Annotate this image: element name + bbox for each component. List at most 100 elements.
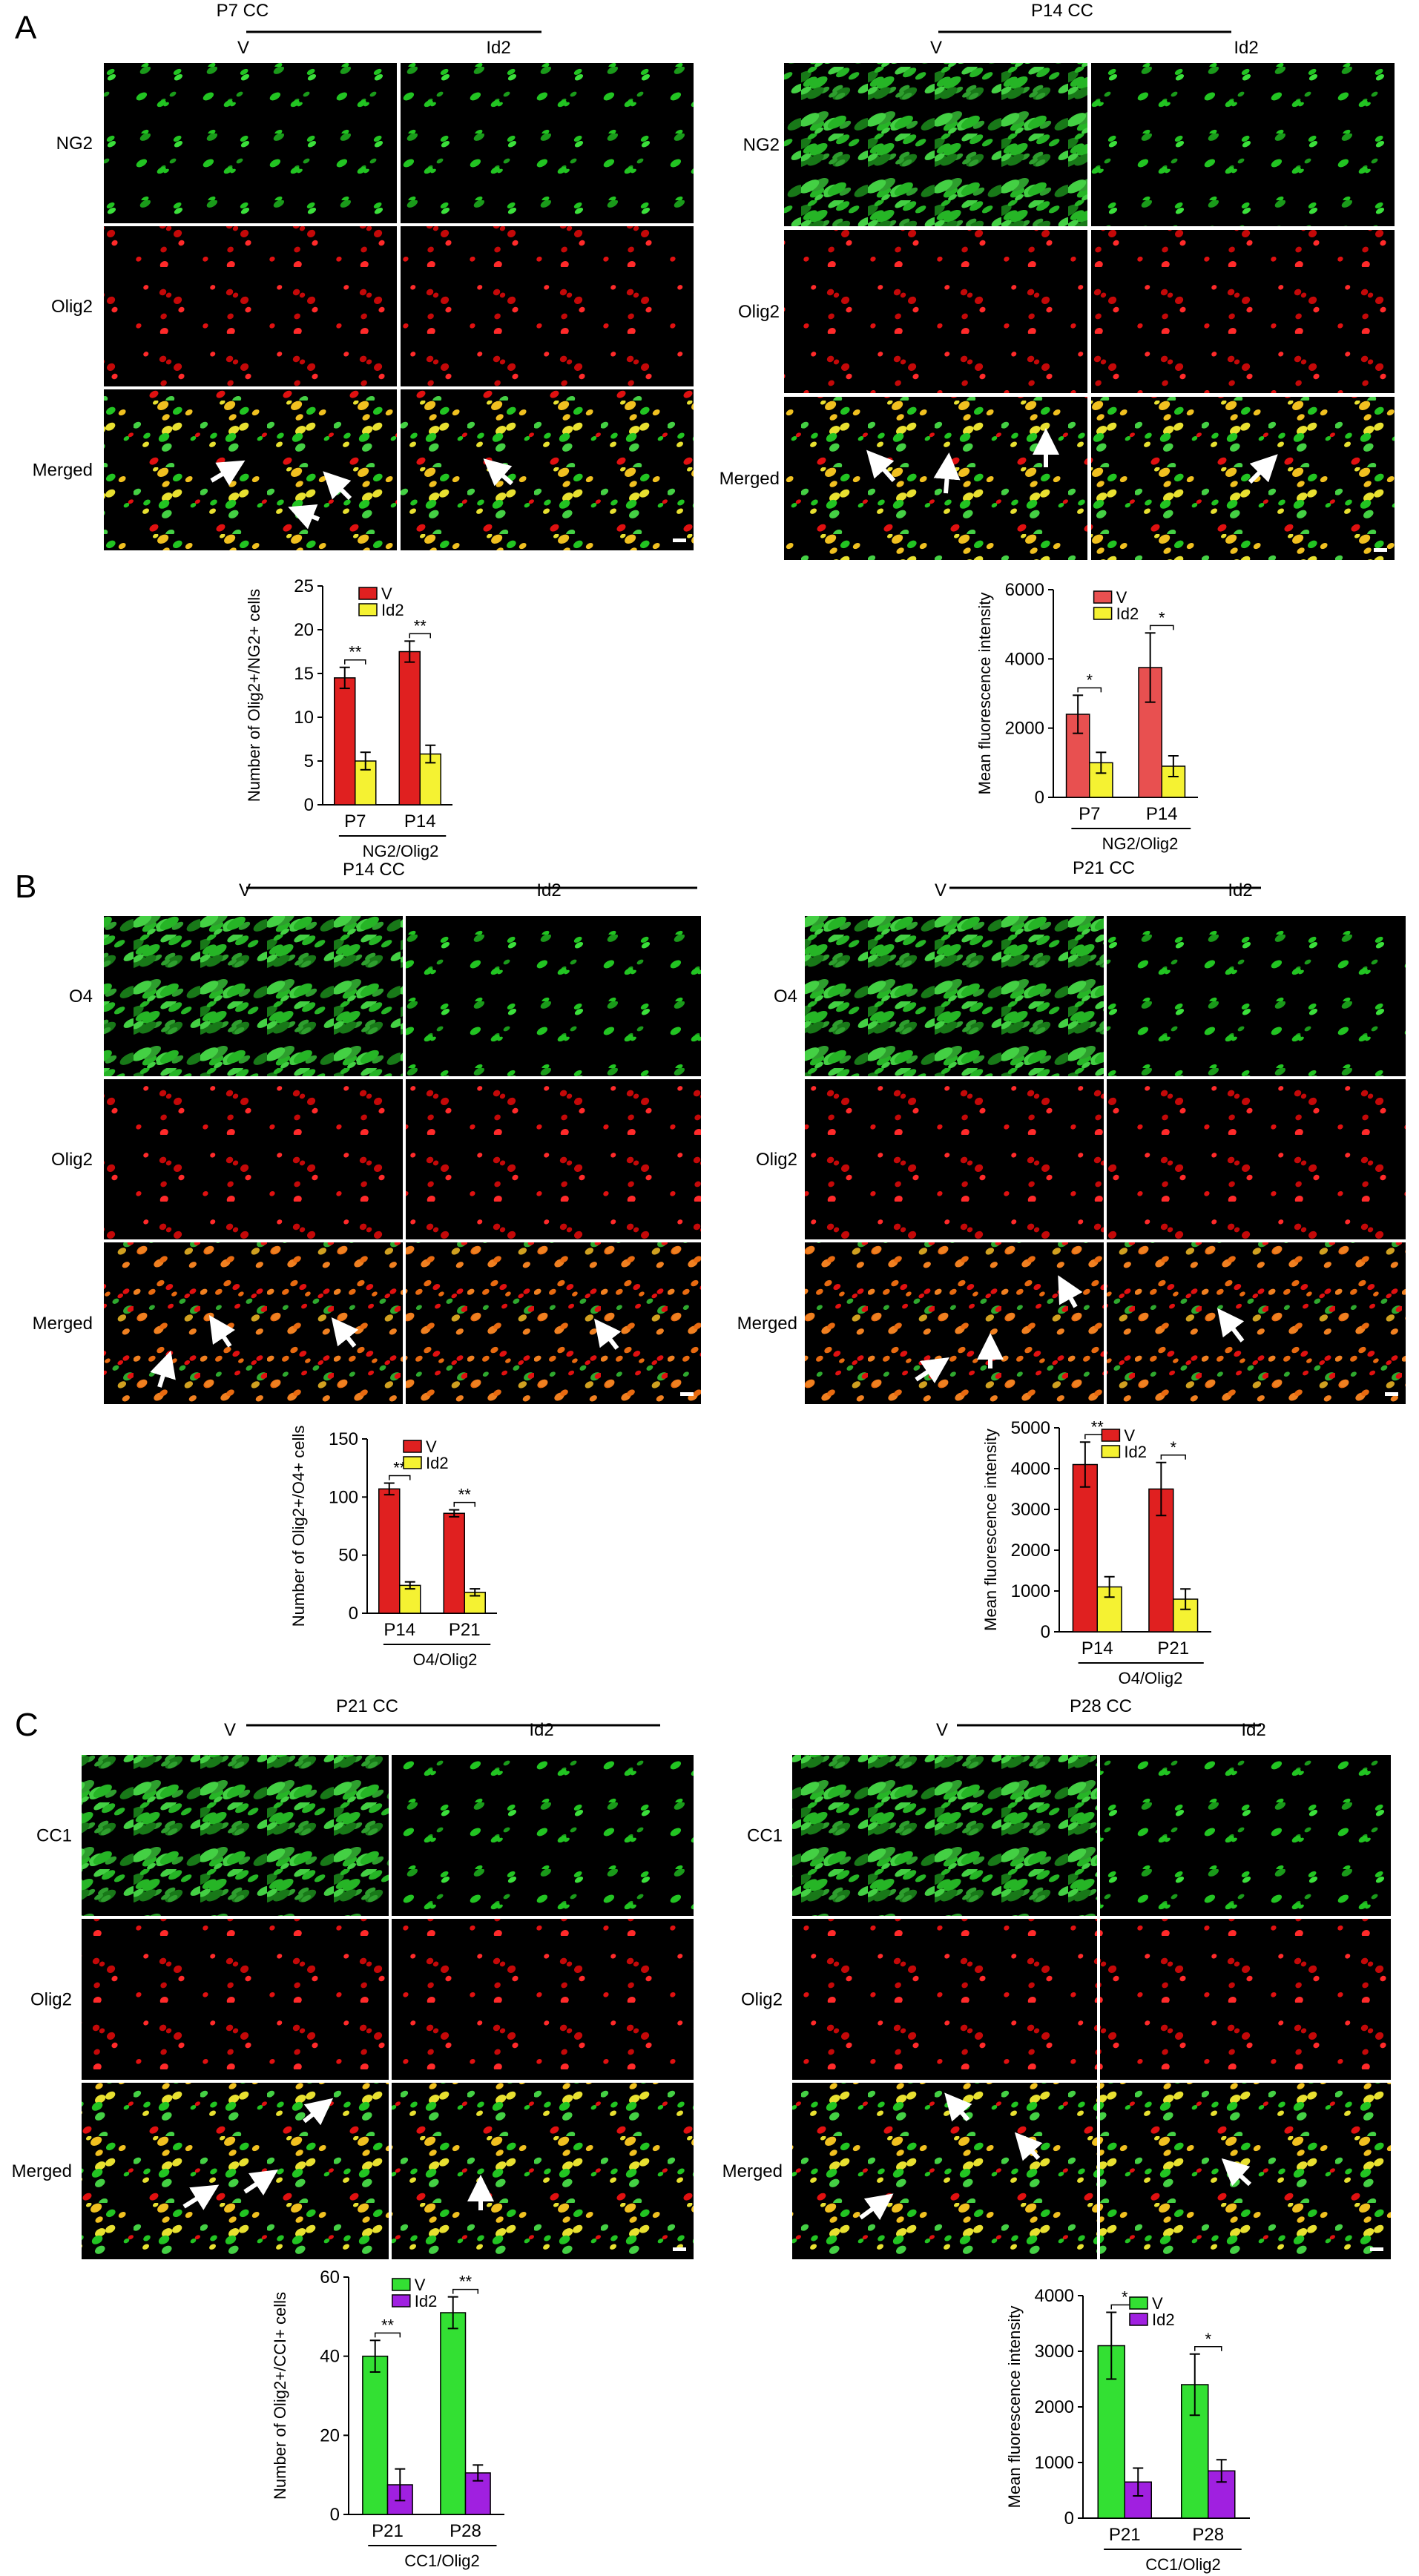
y-tick-label: 40 <box>320 2347 340 2367</box>
arrow-indicator <box>483 458 513 487</box>
y-tick-label: 2000 <box>1011 1541 1050 1561</box>
legend-label: V <box>1152 2294 1163 2313</box>
micrograph-id2 <box>1091 63 1395 226</box>
y-tick-label: 50 <box>338 1546 358 1566</box>
x-tick-label: P21 <box>1157 1638 1189 1658</box>
row-label: CC1 <box>747 1826 783 1846</box>
legend-swatch <box>403 1440 422 1453</box>
column-label: V <box>930 38 942 58</box>
row-label: NG2 <box>56 134 93 154</box>
panel-letter: C <box>15 1707 39 1743</box>
condition-label: P21 CC <box>336 1696 398 1716</box>
column-label: Id2 <box>536 880 561 900</box>
legend-label: Id2 <box>381 601 404 619</box>
arrow-indicator <box>303 2098 334 2126</box>
column-label: Id2 <box>486 38 510 58</box>
significance-bracket <box>1160 1455 1186 1460</box>
x-tick-label: P28 <box>450 2521 481 2541</box>
y-tick-label: 2000 <box>1005 719 1044 739</box>
micrograph-v <box>784 63 1087 226</box>
arrow-layer <box>150 428 1278 2221</box>
row-label: Merged <box>737 1314 797 1334</box>
micrograph-v <box>792 1755 1097 1916</box>
micrograph-id2 <box>1091 397 1395 560</box>
group-label: O4/Olig2 <box>1119 1669 1183 1687</box>
micrograph-id2 <box>1100 1755 1391 1916</box>
significance-marker: * <box>1205 2330 1211 2348</box>
legend-label: V <box>426 1437 437 1456</box>
condition-label: P14 CC <box>1031 1 1093 21</box>
column-label: Id2 <box>529 1720 553 1740</box>
micrograph-v <box>104 916 403 1076</box>
arrow-indicator <box>594 1318 622 1350</box>
significance-marker: * <box>1159 608 1165 627</box>
x-tick-label: P28 <box>1192 2525 1224 2545</box>
micrograph-id2 <box>1107 916 1406 1076</box>
significance-marker: ** <box>381 2316 395 2334</box>
x-tick-label: P7 <box>344 811 366 831</box>
arrow-indicator <box>150 1350 176 1388</box>
column-label: Id2 <box>1228 880 1252 900</box>
micrograph-id2 <box>406 1079 701 1239</box>
scale-bar <box>673 2247 686 2251</box>
bar-chart: 0 1000 2000 3000 4000 Mean fluorescence inten… <box>1005 2286 1250 2574</box>
micrograph-id2 <box>1107 1079 1406 1239</box>
y-tick-label: 25 <box>294 576 314 596</box>
y-tick-label: 1000 <box>1035 2453 1074 2473</box>
row-label: Merged <box>720 469 780 489</box>
y-axis-label: Mean fluorescence intensity <box>975 593 994 795</box>
scale-bar <box>1374 548 1387 552</box>
arrow-indicator <box>1217 1308 1245 1343</box>
significance-marker: * <box>1086 671 1093 689</box>
legend-label: Id2 <box>415 2292 438 2310</box>
arrow-indicator <box>323 471 352 501</box>
y-axis-label: Number of Olig2+/O4+ cells <box>289 1426 308 1627</box>
y-tick-label: 20 <box>294 620 314 640</box>
arrow-indicator <box>210 460 246 486</box>
micrograph-layer <box>82 63 1406 2259</box>
arrow-indicator <box>859 2193 894 2221</box>
arrow-indicator <box>209 1315 235 1348</box>
x-tick-label: P14 <box>1081 1638 1113 1658</box>
y-tick-label: 20 <box>320 2425 340 2445</box>
column-label: V <box>237 38 249 58</box>
scale-bar <box>1385 1392 1398 1396</box>
micrograph-v <box>784 230 1087 393</box>
bar-chart: 0 20 40 60 Number of Olig2+/CCI+ cells ** P21 *… <box>271 2267 504 2570</box>
significance-bracket <box>452 2288 479 2294</box>
row-label: O4 <box>774 986 797 1007</box>
micrograph-v <box>104 1079 403 1239</box>
column-label: V <box>936 1720 948 1740</box>
row-label: Olig2 <box>30 1990 72 2010</box>
arrow-indicator <box>1014 2132 1043 2161</box>
micrograph-v <box>805 1079 1104 1239</box>
micrograph-v <box>805 1242 1104 1404</box>
scale-bar <box>680 1392 694 1396</box>
x-tick-label: P14 <box>383 1620 415 1640</box>
column-label: Id2 <box>1241 1720 1265 1740</box>
row-label: Merged <box>33 1314 93 1334</box>
micrograph-v <box>792 1919 1097 2080</box>
group-label: CC1/Olig2 <box>404 2552 479 2570</box>
condition-label: P14 CC <box>343 860 405 880</box>
y-tick-label: 0 <box>349 1604 358 1624</box>
micrograph-v <box>82 1755 389 1916</box>
legend-swatch <box>1093 607 1113 620</box>
significance-marker: ** <box>414 616 427 635</box>
significance-marker: ** <box>458 1486 472 1504</box>
y-tick-label: 3000 <box>1035 2342 1074 2362</box>
x-tick-label: P21 <box>372 2521 404 2541</box>
micrograph-id2 <box>1100 2083 1391 2259</box>
micrograph-id2 <box>392 1919 694 2080</box>
micrograph-id2 <box>406 916 701 1076</box>
micrograph-id2 <box>406 1242 701 1404</box>
significance-bracket <box>453 1501 475 1507</box>
y-tick-label: 6000 <box>1005 580 1044 600</box>
micrograph-id2 <box>401 389 694 550</box>
y-tick-label: 10 <box>294 708 314 728</box>
micrograph-v <box>805 916 1104 1076</box>
y-tick-label: 15 <box>294 664 314 684</box>
condition-label: P21 CC <box>1073 858 1135 878</box>
x-tick-label: P21 <box>1109 2525 1141 2545</box>
arrow-indicator <box>866 449 896 482</box>
